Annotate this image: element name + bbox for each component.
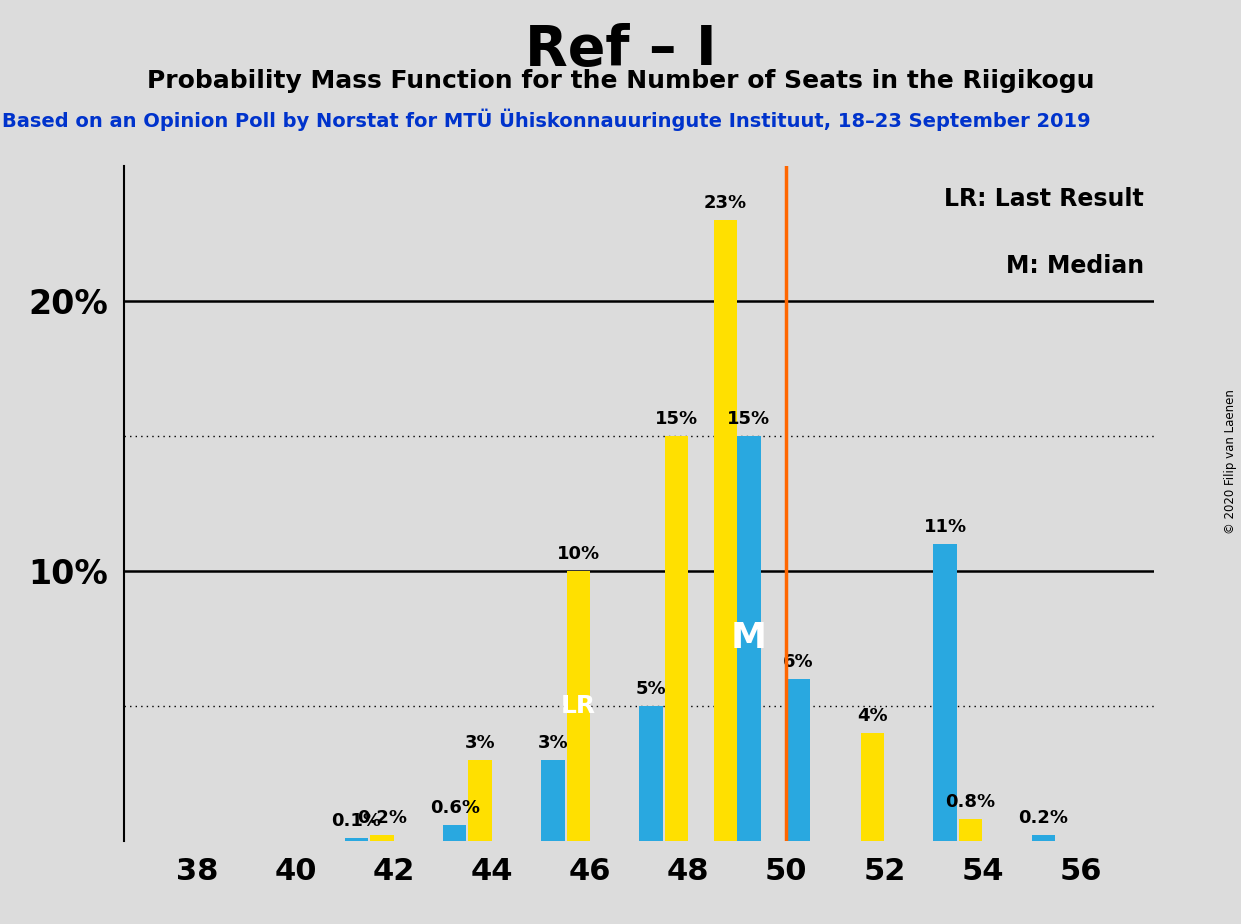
Bar — [345, 838, 369, 841]
Text: 5%: 5% — [635, 680, 666, 698]
Bar — [959, 820, 983, 841]
Text: Based on an Opinion Poll by Norstat for MTÜ Ühiskonnauuringute Instituut, 18–23 : Based on an Opinion Poll by Norstat for … — [2, 108, 1091, 130]
Text: 15%: 15% — [727, 410, 771, 428]
Text: 23%: 23% — [704, 194, 747, 213]
Bar — [1031, 835, 1055, 841]
Text: 10%: 10% — [557, 545, 599, 563]
Bar — [861, 733, 885, 841]
Text: 4%: 4% — [858, 707, 887, 724]
Bar — [468, 760, 491, 841]
Text: 11%: 11% — [923, 518, 967, 536]
Text: M: Median: M: Median — [1005, 254, 1144, 278]
Text: 0.1%: 0.1% — [331, 812, 381, 830]
Bar — [714, 220, 737, 841]
Bar — [933, 544, 957, 841]
Text: 0.2%: 0.2% — [1019, 809, 1069, 827]
Bar — [737, 436, 761, 841]
Text: Probability Mass Function for the Number of Seats in the Riigikogu: Probability Mass Function for the Number… — [146, 69, 1095, 93]
Text: 0.6%: 0.6% — [429, 798, 480, 817]
Bar — [665, 436, 689, 841]
Text: Ref – I: Ref – I — [525, 23, 716, 77]
Bar — [443, 824, 467, 841]
Text: LR: LR — [561, 694, 596, 718]
Text: LR: Last Result: LR: Last Result — [944, 187, 1144, 211]
Bar — [541, 760, 565, 841]
Bar — [787, 679, 810, 841]
Text: 15%: 15% — [655, 410, 697, 428]
Text: 6%: 6% — [783, 653, 813, 671]
Bar — [370, 835, 393, 841]
Text: 3%: 3% — [465, 734, 495, 752]
Text: 3%: 3% — [537, 734, 568, 752]
Text: © 2020 Filip van Laenen: © 2020 Filip van Laenen — [1225, 390, 1237, 534]
Bar — [567, 571, 589, 841]
Text: M: M — [731, 622, 767, 655]
Text: 0.8%: 0.8% — [946, 793, 995, 811]
Bar — [639, 706, 663, 841]
Text: 0.2%: 0.2% — [357, 809, 407, 827]
